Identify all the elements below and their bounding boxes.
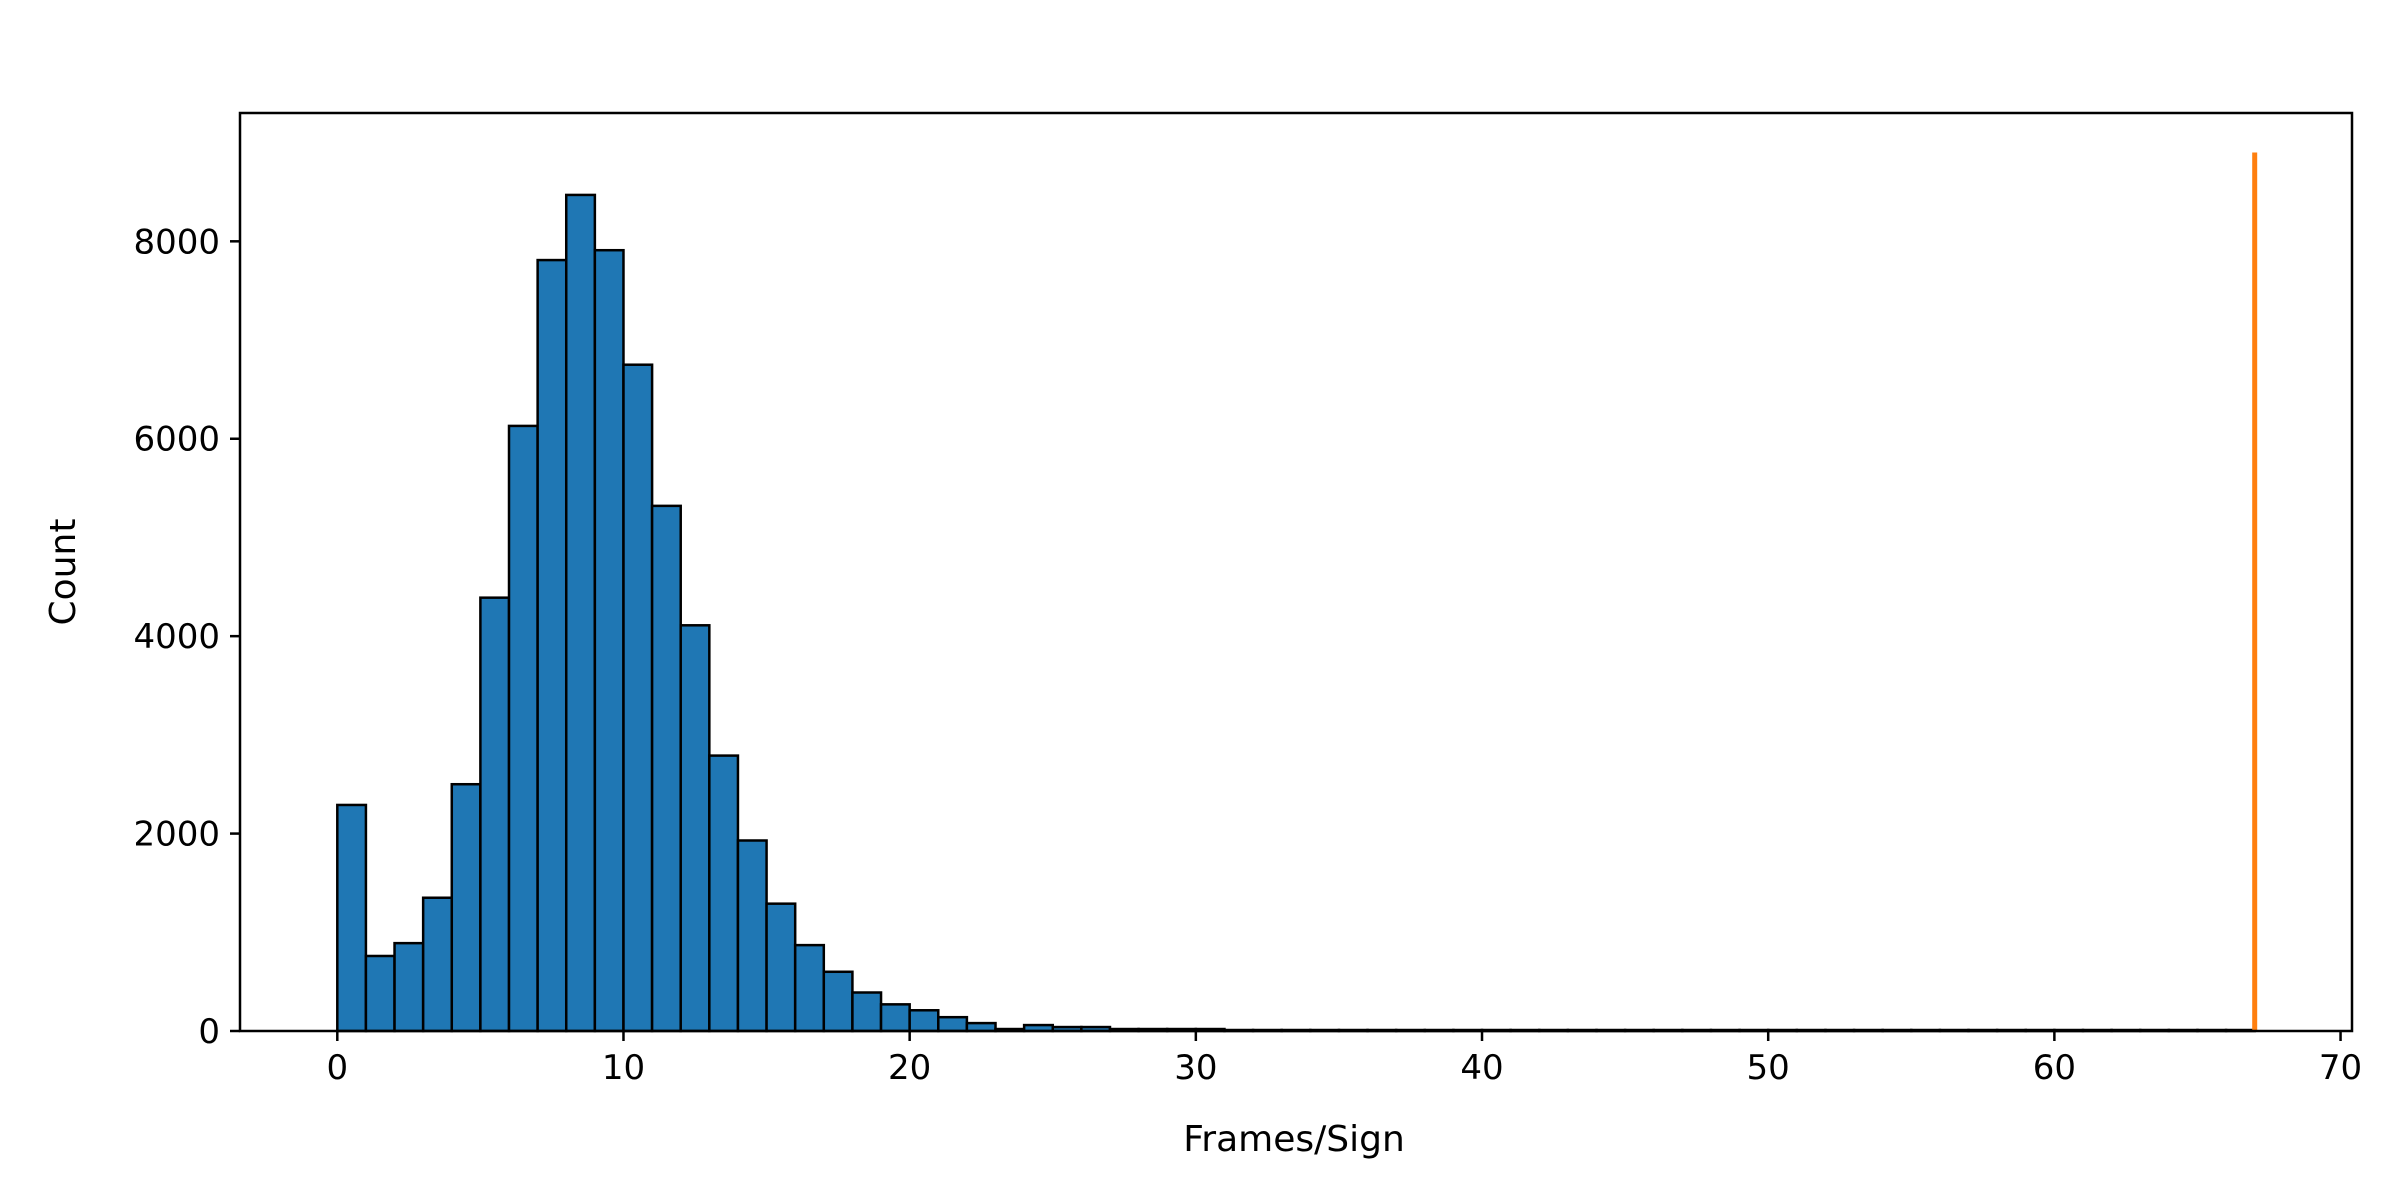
x-tick-label: 20 xyxy=(888,1048,931,1088)
y-tick-label: 4000 xyxy=(133,617,220,657)
histogram-bar xyxy=(879,1003,911,1033)
histogram-bar xyxy=(393,941,425,1033)
histogram-bar xyxy=(536,258,568,1033)
y-tick-label: 0 xyxy=(198,1012,220,1052)
y-axis-title: Count xyxy=(43,519,84,626)
x-tick-label: 50 xyxy=(1747,1048,1790,1088)
x-tick-label: 70 xyxy=(2319,1048,2362,1088)
histogram-bar xyxy=(908,1009,940,1033)
histogram-bars xyxy=(336,193,2256,1033)
histogram-bar xyxy=(479,596,511,1033)
histogram-bar xyxy=(421,896,454,1033)
histogram-bar xyxy=(336,803,368,1033)
y-tick-label: 8000 xyxy=(133,222,220,262)
x-tick-label: 30 xyxy=(1174,1048,1217,1088)
histogram-bar xyxy=(450,782,482,1033)
x-tick-label: 10 xyxy=(602,1048,645,1088)
x-tick-label: 40 xyxy=(1460,1048,1503,1088)
histogram-bar xyxy=(364,954,396,1033)
x-tick-label: 0 xyxy=(326,1048,348,1088)
y-axis: 0 2000 4000 6000 8000 xyxy=(133,222,240,1052)
histogram-bar xyxy=(708,754,740,1033)
histogram-bar xyxy=(937,1015,969,1033)
histogram-bar xyxy=(765,902,797,1033)
y-tick-label: 6000 xyxy=(133,420,220,460)
histogram-bar xyxy=(793,943,826,1033)
plot-frame xyxy=(238,111,2354,1033)
histogram-bar xyxy=(679,624,711,1033)
histogram-bar xyxy=(622,363,654,1033)
histogram-bar xyxy=(507,424,539,1033)
histogram-bar xyxy=(736,839,768,1033)
x-tick-label: 60 xyxy=(2033,1048,2076,1088)
x-axis-title: Frames/Sign xyxy=(1183,1119,1405,1160)
histogram-bar xyxy=(564,193,597,1033)
histogram-bar xyxy=(851,991,883,1033)
x-axis: 0 10 20 30 40 50 60 70 xyxy=(326,1031,2362,1088)
histogram-bar xyxy=(822,970,854,1033)
y-tick-label: 2000 xyxy=(133,815,220,855)
histogram-bar xyxy=(593,248,625,1033)
histogram-bar xyxy=(650,504,682,1033)
